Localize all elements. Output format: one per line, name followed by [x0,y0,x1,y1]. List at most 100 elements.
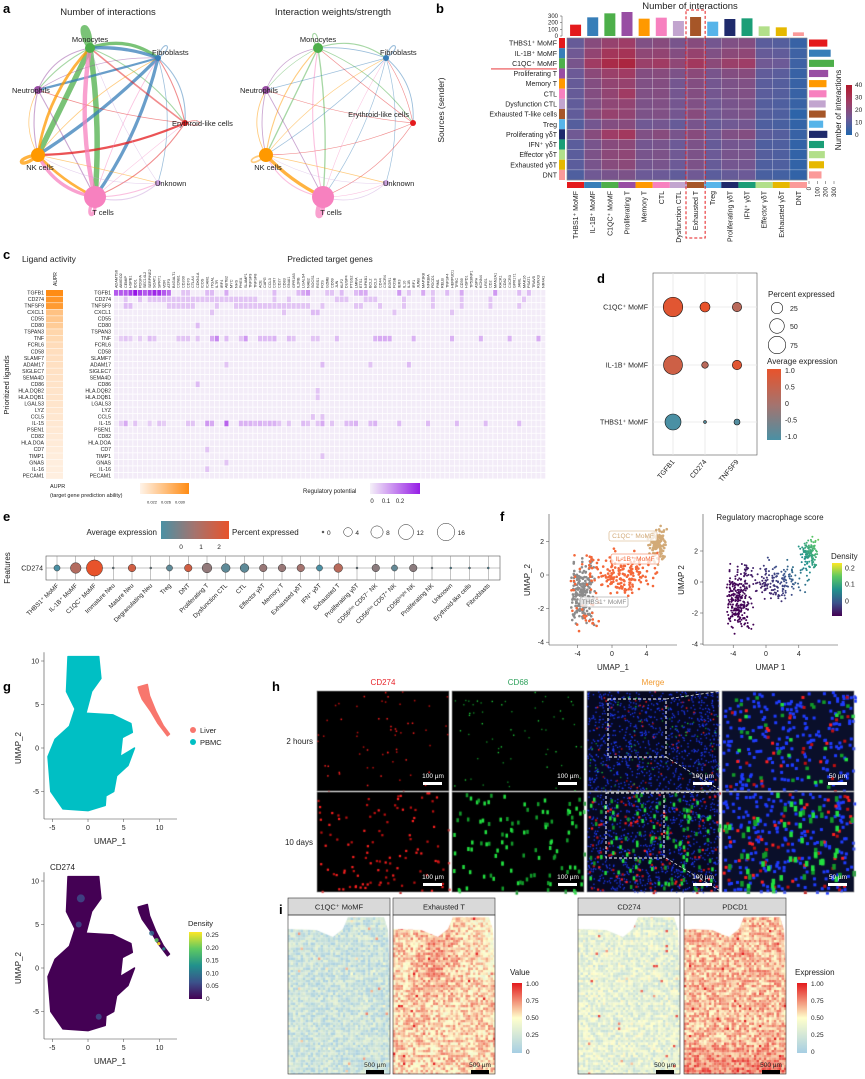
potential-cell [502,381,507,388]
legend-circle [343,527,353,537]
potential-cell [430,453,435,459]
potential-cell [344,368,349,375]
potential-cell [248,316,253,322]
scatter-point [599,571,603,575]
potential-cell [478,296,483,303]
potential-cell [454,394,459,401]
network-a_left: Number of interactionsMonocytesFibroblas… [12,7,233,217]
potential-cell [114,407,119,414]
potential-cell [123,322,128,329]
heatmap-cell [755,109,773,120]
potential-cell [498,440,503,446]
potential-cell [330,394,335,401]
potential-cell [186,329,191,335]
potential-cell [474,322,479,329]
scatter-point [634,567,638,571]
potential-cell [152,459,157,466]
ligand-label: CD58 [31,349,44,355]
scatter-point [802,550,805,553]
potential-cell [392,355,397,362]
potential-cell [123,348,128,355]
potential-cell [474,414,479,420]
scatter-point [728,586,731,589]
network-node [182,120,188,126]
plot-title: Regulatory macrophage score [716,513,824,522]
potential-cell [512,401,517,407]
potential-cell [320,355,325,362]
scatter-point [729,589,732,592]
potential-cell [157,309,162,316]
row-label: C1QC⁺ MoMF [603,305,648,312]
potential-cell [334,381,339,388]
potential-cell [526,414,531,420]
heatmap-cell [669,139,688,150]
scatter-point [794,581,797,584]
potential-cell [430,394,435,401]
potential-cell [354,290,359,296]
potential-cell [147,387,152,394]
scatter-point [743,592,746,595]
potential-cell [147,414,152,420]
potential-cell [306,374,311,381]
potential-cell [330,446,335,453]
row-label: Dysfunction CTL [505,101,557,108]
potential-cell [488,427,493,433]
network-edge [322,57,387,198]
target-gene-label: B4GALT1 [172,272,176,288]
potential-cell [435,348,440,355]
scatter-point [578,587,581,590]
ligand-label: CCL5 [98,415,111,421]
potential-cell [282,335,287,342]
potential-cell [315,374,320,381]
potential-cell [344,329,349,335]
potential-cell [536,296,541,303]
tick-label: 0 [540,573,544,580]
potential-cell [378,368,383,375]
network-edge [265,47,319,156]
potential-cell [166,361,171,368]
potential-cell [392,309,397,316]
potential-cell [214,446,219,453]
potential-cell [181,322,186,329]
scatter-point [576,598,579,601]
potential-cell [358,446,363,453]
heatmap-cell [687,78,705,89]
heatmap-cell [669,98,688,110]
potential-cell [142,387,147,394]
scatter-point [659,524,662,528]
network-title: Number of interactions [60,7,156,18]
potential-cell [421,303,426,309]
scatter-point [736,578,739,581]
scatter-point [610,572,614,576]
tick-label: -5 [49,825,55,832]
heatmap-cell [721,129,739,140]
potential-cell [454,342,459,348]
potential-cell [162,387,167,394]
potential-cell [152,407,157,414]
potential-cell [138,440,143,446]
potential-cell [435,296,440,303]
potential-cell [291,407,296,414]
heatmap-cell [721,58,739,69]
target-gene-label: CD44 [378,278,382,288]
scatter-point [662,530,665,533]
potential-cell [282,381,287,388]
heatmap-cell [669,88,688,100]
potential-cell [123,446,128,453]
colorbar-tick: 0.05 [206,983,219,990]
potential-cell [411,322,416,329]
potential-cell [301,472,306,479]
potential-cell [459,387,464,394]
potential-cell [454,446,459,453]
potential-cell [181,472,186,479]
potential-cell [253,303,258,309]
potential-cell [358,309,363,316]
scatter-point [799,589,802,592]
potential-cell [474,466,479,473]
column-color-strip [567,182,585,188]
scatter-point [791,571,794,574]
potential-cell [378,414,383,420]
potential-cell [397,401,402,407]
potential-cell [402,401,407,407]
potential-cell [349,420,354,427]
